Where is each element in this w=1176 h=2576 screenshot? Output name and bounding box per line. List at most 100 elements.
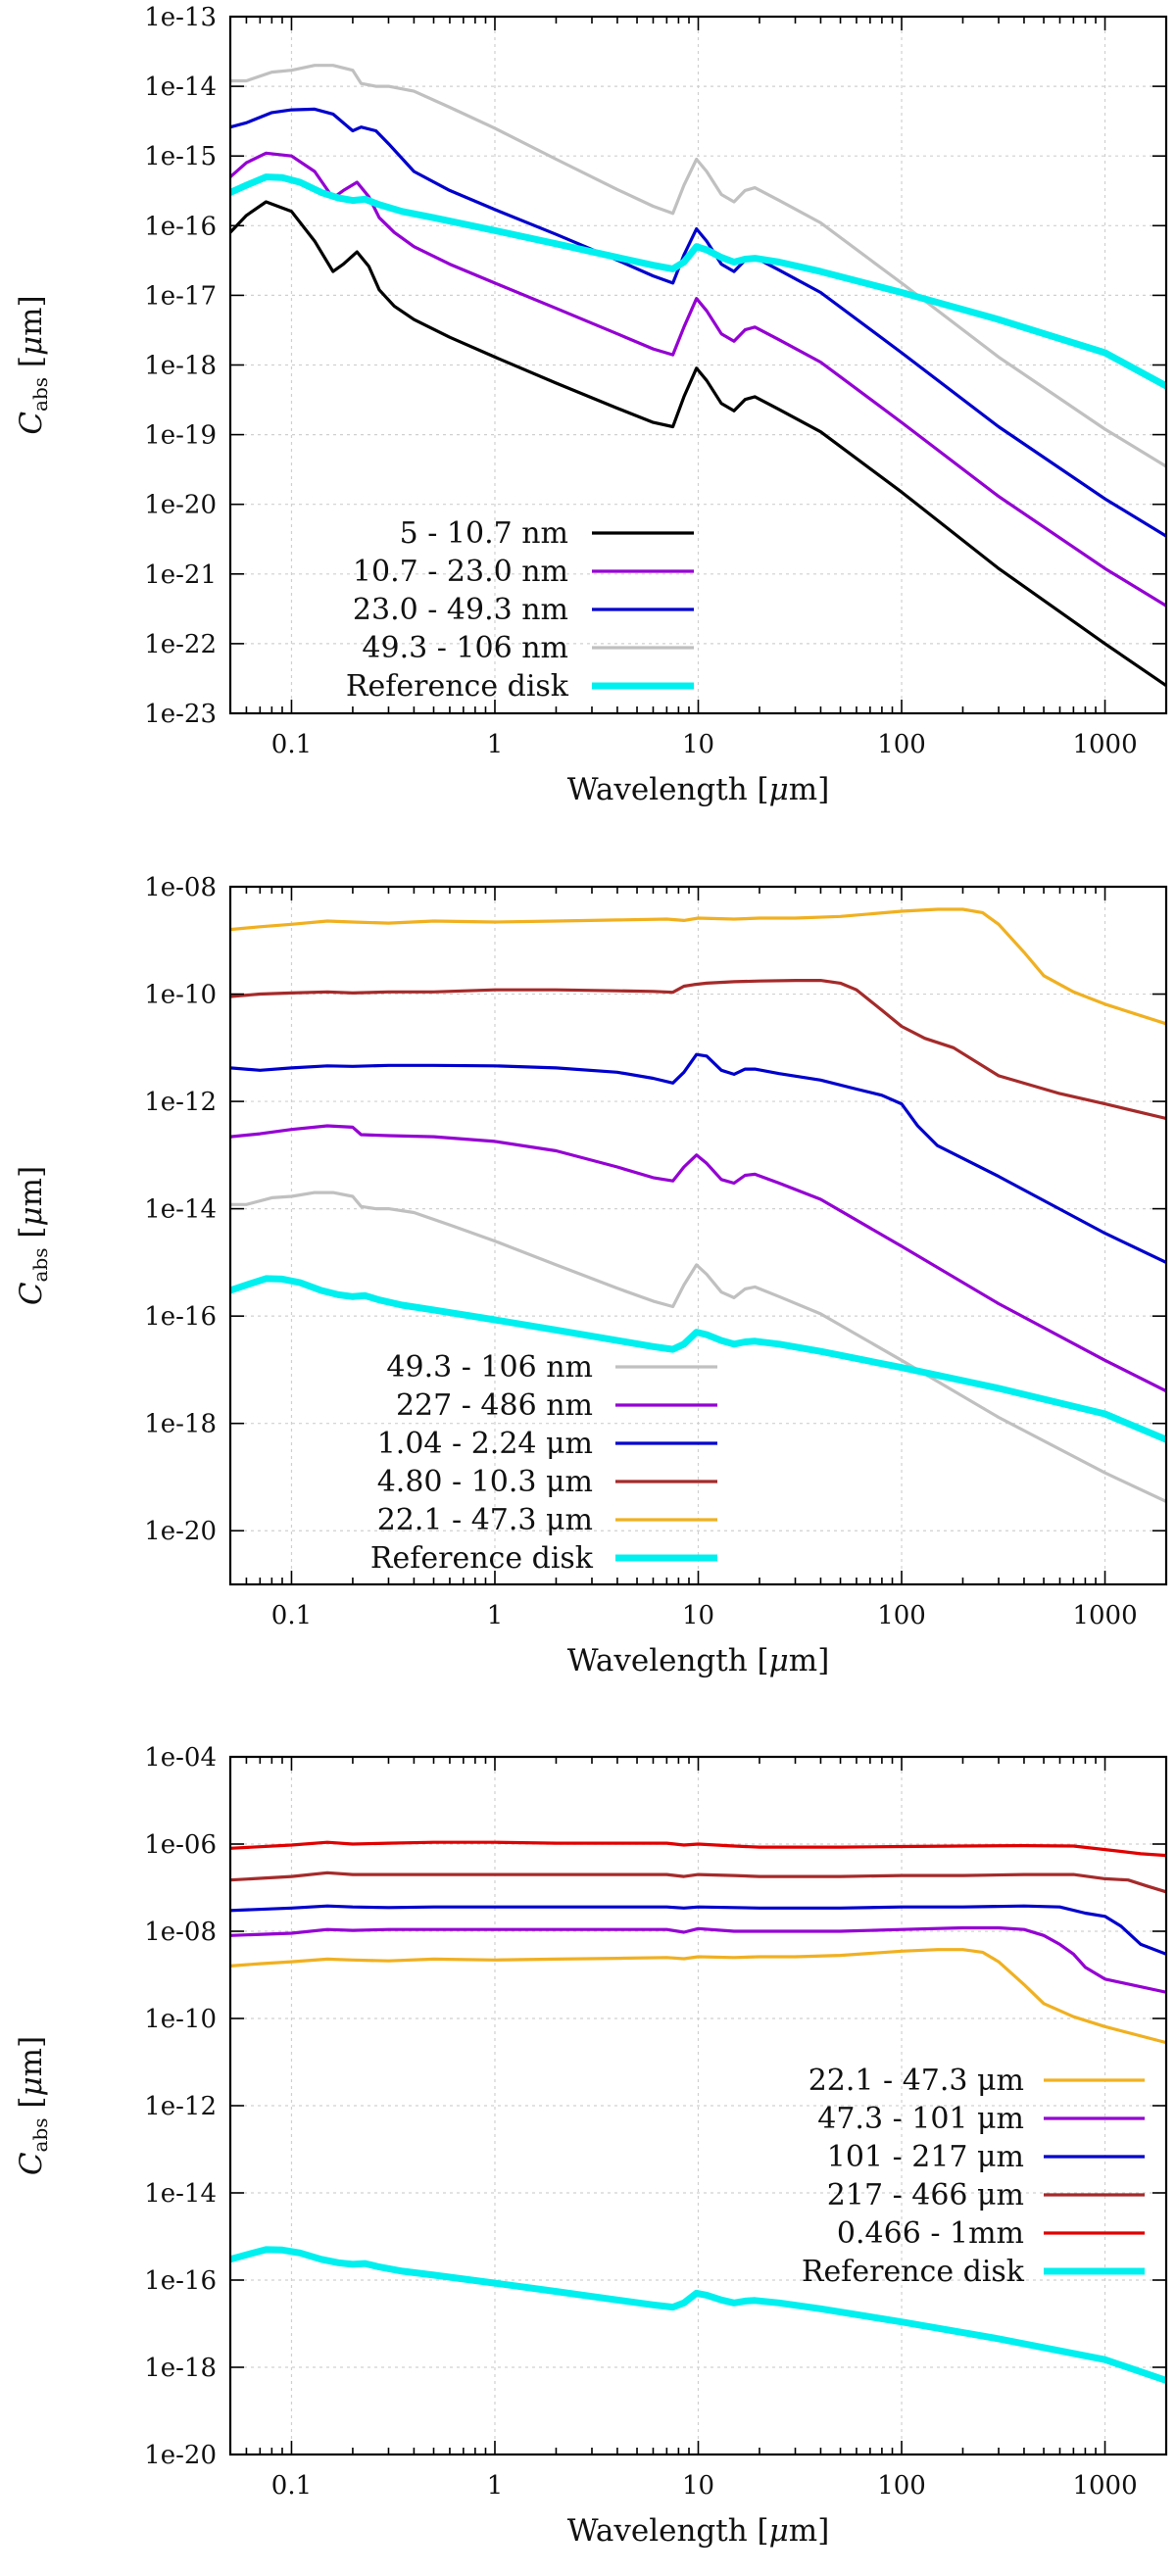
series-line-2 (230, 1904, 1166, 1956)
legend-label: 49.3 - 106 nm (362, 631, 568, 665)
legend-label: Reference disk (346, 669, 569, 704)
y-axis-label: Cabs [μm] (14, 1166, 52, 1305)
y-tick-label: 1e-16 (144, 2266, 217, 2296)
y-tick-label: 1e-13 (144, 3, 217, 32)
x-tick-label: 100 (877, 730, 926, 759)
x-tick-label: 1 (487, 1601, 504, 1630)
series-line-3 (230, 1871, 1166, 1894)
y-tick-label: 1e-18 (144, 352, 217, 381)
legend-label: 23.0 - 49.3 nm (353, 593, 568, 627)
series-line-1 (230, 1124, 1166, 1393)
grid (230, 1756, 1166, 2455)
y-tick-label: 1e-12 (144, 2092, 217, 2121)
x-tick-label: 10 (682, 1601, 714, 1630)
legend-label: 4.80 - 10.3 μm (377, 1465, 593, 1499)
y-axis-label-part: m] (14, 2036, 49, 2077)
x-tick-label: 1 (487, 730, 504, 759)
x-tick-label: 1000 (1072, 1601, 1137, 1630)
y-axis-label-part: C (14, 2152, 49, 2175)
legend-label: 217 - 466 μm (827, 2178, 1024, 2212)
x-axis-label-part: m] (789, 2513, 830, 2549)
legend-label: 22.1 - 47.3 μm (808, 2064, 1024, 2098)
y-tick-label: 1e-17 (144, 281, 217, 311)
legend-label: Reference disk (802, 2255, 1025, 2289)
y-axis-label-part: abs (28, 1247, 52, 1282)
legend: 22.1 - 47.3 μm 47.3 - 101 μm 101 - 217 μm 2… (802, 2064, 1145, 2289)
y-tick-label: 1e-04 (144, 1743, 217, 1773)
legend-label: 101 - 217 μm (827, 2140, 1024, 2174)
series-group (230, 64, 1166, 688)
x-axis-label-part: Wavelength [ (567, 2513, 769, 2549)
y-tick-label: 1e-16 (144, 212, 217, 241)
legend: 5 - 10.7 nm 10.7 - 23.0 nm 23.0 - 49.3 nm 4… (346, 516, 694, 704)
y-axis-label-part: abs (28, 2117, 52, 2152)
y-tick-label: 1e-15 (144, 142, 217, 171)
y-tick-label: 1e-12 (144, 1088, 217, 1117)
series-group (230, 907, 1166, 1504)
legend-label: 227 - 486 nm (396, 1388, 593, 1423)
y-axis-label-part: abs (28, 377, 52, 412)
legend-label: 0.466 - 1mm (837, 2216, 1024, 2251)
y-tick-label: 1e-14 (144, 73, 217, 102)
y-tick-label: 1e-18 (144, 1410, 217, 1439)
x-tick-label: 10 (682, 730, 714, 759)
y-tick-label: 1e-10 (144, 981, 217, 1010)
x-tick-label: 0.1 (271, 2471, 312, 2501)
y-axis-label-part: C (14, 1282, 49, 1305)
y-tick-label: 1e-21 (144, 560, 217, 590)
y-axis-label-part: [ (14, 356, 49, 377)
y-axis-label-part: m] (14, 1166, 49, 1207)
legend-label: Reference disk (370, 1541, 594, 1576)
legend-label: 22.1 - 47.3 μm (377, 1503, 593, 1537)
y-tick-label: 1e-18 (144, 2354, 217, 2383)
x-tick-label: 1000 (1072, 2471, 1137, 2501)
x-tick-label: 0.1 (271, 730, 312, 759)
series-line-4 (230, 1840, 1166, 1858)
y-tick-label: 1e-08 (144, 1918, 217, 1947)
y-tick-label: 1e-22 (144, 630, 217, 659)
legend-label: 49.3 - 106 nm (386, 1350, 593, 1385)
y-tick-label: 1e-08 (144, 873, 217, 902)
y-axis-label-part: μ (14, 1206, 49, 1226)
y-tick-label: 1e-06 (144, 1830, 217, 1860)
x-tick-label: 10 (682, 2471, 714, 2501)
y-axis-label-part: C (14, 412, 49, 435)
y-axis-label: Cabs [μm] (14, 2036, 52, 2175)
series-line-5 (230, 2246, 1166, 2384)
x-axis-label: Wavelength [μm] (567, 1643, 830, 1678)
y-axis-label-part: m] (14, 295, 49, 336)
series-line-2 (230, 1052, 1166, 1265)
x-tick-label: 1 (487, 2471, 504, 2501)
y-tick-label: 1e-20 (144, 491, 217, 520)
y-tick-label: 1e-16 (144, 1302, 217, 1332)
legend-label: 47.3 - 101 μm (817, 2102, 1024, 2136)
series-line-1 (230, 1925, 1166, 1994)
y-axis-label-part: μ (14, 2076, 49, 2096)
series-line-0 (230, 1948, 1166, 2045)
x-tick-label: 100 (877, 1601, 926, 1630)
y-axis-label-part: [ (14, 1226, 49, 1247)
x-axis-label-part: μ (769, 2513, 789, 2549)
series-line-4 (230, 173, 1166, 390)
series-line-3 (230, 64, 1166, 468)
series-line-0 (230, 200, 1166, 688)
y-axis-label-part: μ (14, 336, 49, 356)
x-axis-label-part: Wavelength [ (567, 1643, 769, 1678)
x-axis-label: Wavelength [μm] (567, 772, 830, 807)
series-line-1 (230, 151, 1166, 608)
y-tick-label: 1e-10 (144, 2005, 217, 2034)
x-tick-label: 1000 (1072, 730, 1137, 759)
series-line-5 (230, 1275, 1166, 1443)
series-line-4 (230, 907, 1166, 1026)
y-axis-label-part: [ (14, 2096, 49, 2117)
x-axis-label-part: m] (789, 1643, 830, 1678)
x-axis-label: Wavelength [μm] (567, 2513, 830, 2549)
y-tick-label: 1e-19 (144, 421, 217, 451)
x-axis-label-part: μ (769, 1643, 789, 1678)
series-line-3 (230, 978, 1166, 1121)
x-tick-label: 0.1 (271, 1601, 312, 1630)
y-tick-label: 1e-20 (144, 1517, 217, 1546)
legend-label: 1.04 - 2.24 μm (377, 1427, 593, 1461)
